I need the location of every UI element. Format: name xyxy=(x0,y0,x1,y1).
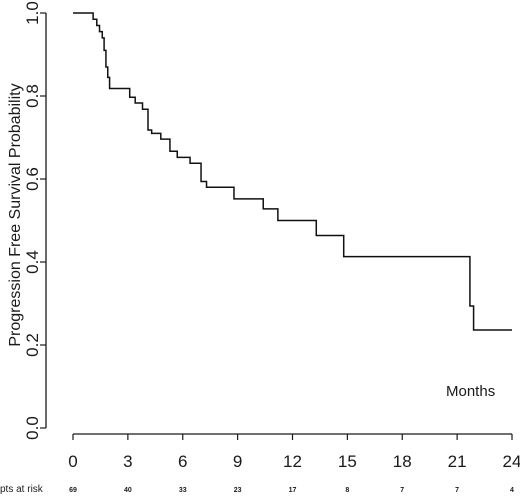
risk-count: 8 xyxy=(345,487,349,494)
risk-count: 7 xyxy=(455,487,459,494)
risk-table-label: pts at risk xyxy=(0,484,44,495)
risk-count: 23 xyxy=(234,487,242,494)
x-tick-label: 21 xyxy=(448,452,467,471)
survival-curve xyxy=(73,12,512,331)
y-axis-ticks: 0.0 0.2 0.4 0.6 0.8 1.0 xyxy=(23,1,46,440)
axes xyxy=(45,13,512,435)
risk-count: 7 xyxy=(400,487,404,494)
y-axis-label: Progression Free Survival Probability xyxy=(7,83,24,346)
risk-count: 69 xyxy=(69,487,77,494)
x-tick-label: 3 xyxy=(123,452,132,471)
months-annotation: Months xyxy=(446,383,495,400)
x-axis-ticks: 0 3 6 9 12 15 18 21 24 xyxy=(68,434,520,471)
x-tick-label: 12 xyxy=(283,452,302,471)
y-tick-label: 0.6 xyxy=(23,167,42,191)
risk-count: 4 xyxy=(510,487,514,494)
x-tick-label: 6 xyxy=(178,452,187,471)
x-tick-label: 9 xyxy=(233,452,242,471)
x-tick-label: 15 xyxy=(338,452,357,471)
y-tick-label: 0.8 xyxy=(23,84,42,108)
risk-count: 17 xyxy=(289,487,297,494)
y-tick-label: 0.2 xyxy=(23,333,42,357)
y-tick-label: 1.0 xyxy=(23,1,42,25)
y-tick-label: 0.4 xyxy=(23,250,42,274)
risk-count: 40 xyxy=(124,487,132,494)
risk-table-row: 69 40 33 23 17 8 7 7 4 xyxy=(69,487,514,494)
x-tick-label: 24 xyxy=(503,452,520,471)
x-tick-label: 18 xyxy=(393,452,412,471)
y-tick-label: 0.0 xyxy=(23,416,42,440)
risk-count: 33 xyxy=(179,487,187,494)
x-tick-label: 0 xyxy=(68,452,77,471)
